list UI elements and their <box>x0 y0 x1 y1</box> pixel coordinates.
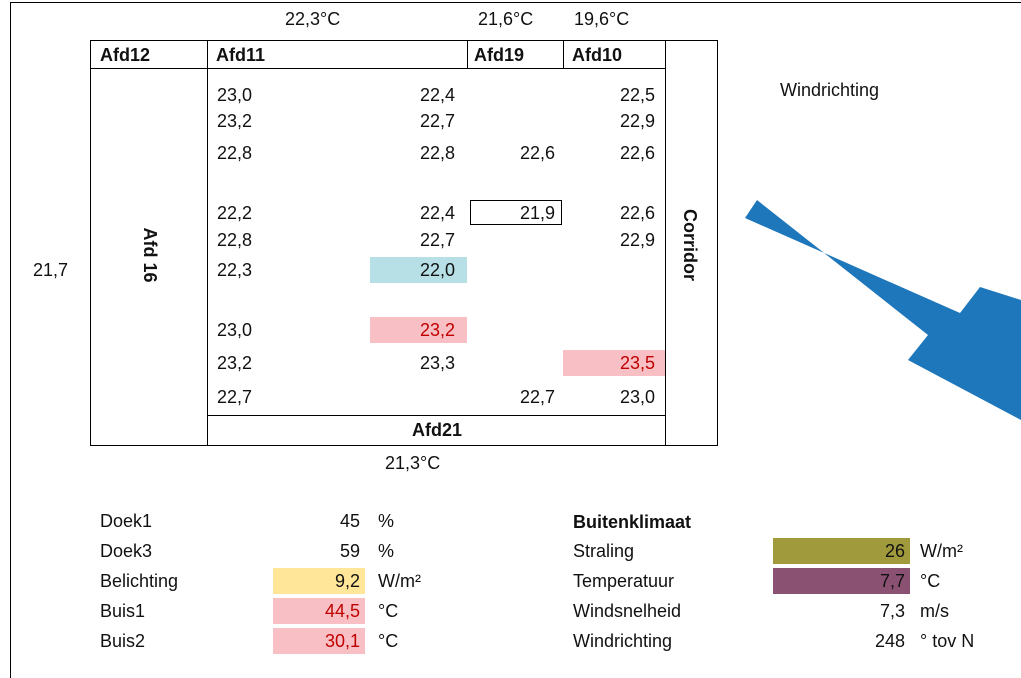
box-line <box>90 68 665 69</box>
cell-value: 22,4 <box>419 203 455 223</box>
setting-value: 9,2 <box>334 571 360 591</box>
box-line <box>665 40 666 445</box>
cell-value: 22,6 <box>619 203 655 223</box>
cell-value: 22,0 <box>419 260 455 280</box>
box-line <box>717 40 718 445</box>
cell-value: 23,2 <box>217 111 253 131</box>
border-top <box>10 2 1021 3</box>
cell-value: 22,2 <box>217 203 253 223</box>
cell-value: 23,5 <box>619 353 655 373</box>
cell-value: 22,8 <box>419 143 455 163</box>
setting-label: Belichting <box>100 571 179 591</box>
cell-value: 23,2 <box>217 353 253 373</box>
climate-value: 7,3 <box>879 601 905 621</box>
setting-value: 30,1 <box>324 631 360 651</box>
header: Afd21 <box>411 420 462 440</box>
box <box>470 200 562 225</box>
climate-value: 7,7 <box>879 571 905 591</box>
cell-value: 23,0 <box>217 85 253 105</box>
setting-value: 59 <box>339 541 360 561</box>
border-left <box>10 2 11 678</box>
climate-unit: °C <box>920 571 941 591</box>
box-line <box>563 40 564 68</box>
highlight <box>370 317 467 343</box>
climate-unit: m/s <box>920 601 949 621</box>
cell-value: 21,9 <box>519 203 555 223</box>
cell-value: 22,9 <box>619 230 655 250</box>
setting-label: Buis1 <box>100 601 146 621</box>
highlight <box>273 568 365 594</box>
cell-value: 23,2 <box>419 320 455 340</box>
cell-value: 22,6 <box>619 143 655 163</box>
setting-unit: W/m² <box>378 571 421 591</box>
arrow-shape <box>745 200 1021 420</box>
setting-value: 45 <box>339 511 360 531</box>
header: Afd19 <box>474 45 525 65</box>
cell-value: 22,5 <box>619 85 655 105</box>
cell-value: 22,7 <box>419 111 455 131</box>
cell-value: 22,9 <box>619 111 655 131</box>
setting-unit: °C <box>378 631 399 651</box>
top-temp: 21,6°C <box>478 9 534 29</box>
setting-label: Doek1 <box>100 511 153 531</box>
box-line <box>467 40 468 68</box>
setting-unit: °C <box>378 601 399 621</box>
highlight <box>773 538 910 564</box>
box-line <box>90 40 91 445</box>
wind-label: Windrichting <box>780 80 880 100</box>
box-line <box>90 40 718 41</box>
climate-label: Straling <box>573 541 635 561</box>
climate-title: Buitenklimaat <box>573 512 692 532</box>
cell-value: 22,3 <box>217 260 253 280</box>
left-temp: 21,7 <box>33 260 69 280</box>
climate-unit: ° tov N <box>920 631 975 651</box>
header: Afd12 <box>100 45 151 65</box>
box-line <box>90 445 718 446</box>
header: Afd11 <box>216 45 266 65</box>
climate-label: Temperatuur <box>573 571 675 591</box>
highlight <box>273 598 365 624</box>
cell-value: 22,6 <box>519 143 555 163</box>
cell-value: 22,4 <box>419 85 455 105</box>
climate-value: 248 <box>874 631 905 651</box>
bottom-temp: 21,3°C <box>385 453 441 473</box>
climate-label: Windrichting <box>573 631 673 651</box>
box-line <box>207 40 208 445</box>
highlight <box>773 568 910 594</box>
setting-label: Buis2 <box>100 631 146 651</box>
climate-label: Windsnelheid <box>573 601 682 621</box>
cell-value: 22,8 <box>217 230 253 250</box>
setting-unit: % <box>378 511 395 531</box>
setting-unit: % <box>378 541 395 561</box>
cell-value: 22,7 <box>419 230 455 250</box>
highlight <box>370 257 467 283</box>
box-line <box>207 415 665 416</box>
cell-value: 23,0 <box>217 320 253 340</box>
cell-value: 22,8 <box>217 143 253 163</box>
cell-value: 23,0 <box>619 387 655 407</box>
setting-label: Doek3 <box>100 541 153 561</box>
highlight <box>563 350 665 376</box>
cell-value: 22,7 <box>217 387 253 407</box>
cell-value: 23,3 <box>419 353 455 373</box>
cell-value: 22,7 <box>519 387 555 407</box>
setting-value: 44,5 <box>324 601 360 621</box>
highlight <box>273 628 365 654</box>
header: Afd10 <box>572 45 623 65</box>
top-temp: 22,3°C <box>285 9 341 29</box>
top-temp: 19,6°C <box>574 9 630 29</box>
climate-unit: W/m² <box>920 541 963 561</box>
climate-value: 26 <box>884 541 905 561</box>
